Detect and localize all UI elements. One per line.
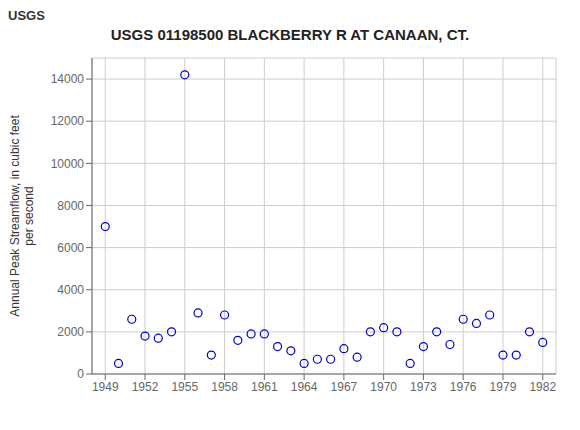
- svg-text:0: 0: [77, 367, 84, 381]
- svg-text:10000: 10000: [51, 157, 85, 171]
- svg-text:1955: 1955: [171, 380, 198, 394]
- svg-text:1979: 1979: [490, 380, 517, 394]
- html-text:USGS: USGS: [8, 8, 45, 23]
- svg-text:12000: 12000: [51, 114, 85, 128]
- svg-text:1967: 1967: [331, 380, 358, 394]
- svg-text:14000: 14000: [51, 72, 85, 86]
- svg-text:8000: 8000: [57, 199, 84, 213]
- svg-text:1970: 1970: [370, 380, 397, 394]
- svg-text:Annual Peak Streamflow, in cub: Annual Peak Streamflow, in cubic feetper…: [8, 115, 36, 317]
- svg-text:1976: 1976: [450, 380, 477, 394]
- svg-text:1964: 1964: [291, 380, 318, 394]
- svg-text:1949: 1949: [92, 380, 119, 394]
- svg-text:1952: 1952: [132, 380, 159, 394]
- svg-text:1982: 1982: [529, 380, 556, 394]
- svg-text:2000: 2000: [57, 325, 84, 339]
- svg-text:4000: 4000: [57, 283, 84, 297]
- svg-text:1973: 1973: [410, 380, 437, 394]
- html-text:USGS 01198500 BLACKBERRY R AT: USGS 01198500 BLACKBERRY R AT CANAAN, CT…: [110, 26, 470, 43]
- svg-text:6000: 6000: [57, 241, 84, 255]
- svg-text:1958: 1958: [211, 380, 238, 394]
- svg-text:1961: 1961: [251, 380, 278, 394]
